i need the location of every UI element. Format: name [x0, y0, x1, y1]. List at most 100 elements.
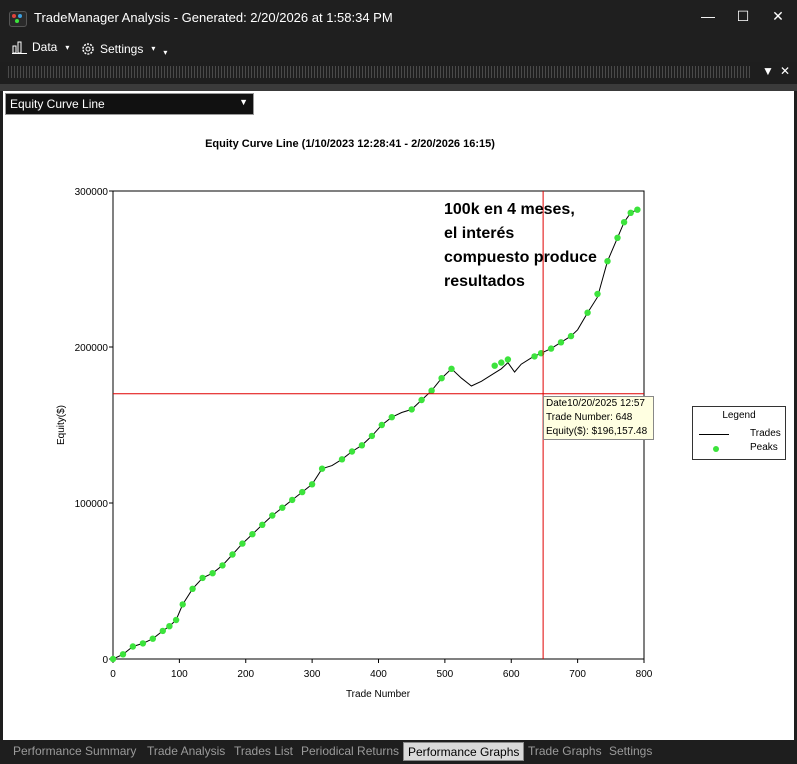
- panel-controls: ▼ ✕: [756, 62, 796, 82]
- x-tick-label: 600: [503, 669, 520, 680]
- panel-close-icon[interactable]: ✕: [780, 64, 791, 78]
- dot-swatch-icon: [713, 446, 719, 452]
- tab-trade-graphs[interactable]: Trade Graphs: [528, 744, 602, 758]
- peak-point: [418, 396, 425, 404]
- peak-point: [199, 574, 206, 582]
- peak-point: [229, 551, 236, 558]
- data-menu-label: Data: [32, 40, 58, 54]
- chevron-down-icon: ▾: [65, 42, 70, 52]
- chart-legend: Legend Trades Peaks: [692, 406, 786, 460]
- peak-point: [498, 359, 505, 366]
- peak-point: [308, 481, 316, 488]
- peak-point: [159, 627, 166, 635]
- peak-point: [279, 504, 286, 511]
- settings-menu-label: Settings: [100, 41, 144, 56]
- legend-item-trades: Trades: [693, 428, 785, 442]
- peak-point: [408, 406, 415, 413]
- legend-item-peaks: Peaks: [693, 442, 785, 456]
- settings-menu-button[interactable]: Settings ▾ ▾: [80, 40, 167, 57]
- close-button[interactable]: ✕: [772, 8, 784, 24]
- peak-point: [620, 219, 628, 226]
- line-swatch-icon: [699, 434, 729, 435]
- x-tick-label: 400: [370, 669, 387, 680]
- chart-ticks: 0 100 200 300 400 500 600 700 800 0 100000 200000 30…: [75, 187, 653, 680]
- tab-trades-list[interactable]: Trades List: [234, 744, 293, 758]
- peak-point: [388, 414, 395, 421]
- panel-grip[interactable]: [6, 66, 750, 78]
- peak-point: [438, 375, 445, 382]
- annotation-line: compuesto produce: [444, 249, 597, 266]
- tab-settings[interactable]: Settings: [609, 744, 653, 758]
- bar-chart-icon: [12, 41, 27, 54]
- chart-series: [109, 206, 641, 663]
- graph-type-select[interactable]: Equity Curve Line ▼: [5, 93, 254, 115]
- peak-point: [531, 353, 538, 360]
- x-tick-label: 100: [171, 669, 188, 680]
- chart-annotation: 100k en 4 meses, el interés compuesto pr…: [444, 198, 634, 294]
- y-tick-label: 0: [102, 655, 108, 666]
- peak-point: [189, 585, 196, 592]
- peak-point: [109, 655, 117, 663]
- tab-trade-analysis[interactable]: Trade Analysis: [147, 744, 226, 758]
- x-axis-label: Trade Number: [346, 689, 411, 700]
- title-bar: TradeManager Analysis - Generated: 2/20/…: [0, 0, 797, 34]
- divider: [0, 84, 797, 91]
- peak-point: [172, 616, 180, 624]
- peak-point: [338, 456, 346, 463]
- peak-point: [209, 570, 216, 577]
- toolbar: Data ▾ Settings ▾ ▾: [0, 34, 797, 62]
- window-title: TradeManager Analysis - Generated: 2/20/…: [34, 10, 393, 25]
- peak-point: [358, 442, 366, 449]
- minimize-button[interactable]: —: [701, 8, 715, 24]
- legend-label: Peaks: [750, 442, 778, 453]
- maximize-button[interactable]: ☐: [736, 8, 750, 24]
- peak-point: [604, 258, 611, 265]
- tab-performance-summary[interactable]: Performance Summary: [13, 744, 137, 758]
- x-tick-label: 200: [237, 669, 254, 680]
- gear-icon: [82, 42, 94, 55]
- peak-point: [584, 309, 591, 316]
- tooltip-trade: Trade Number: 648: [546, 412, 633, 423]
- peak-point: [567, 332, 575, 340]
- peak-point: [219, 562, 226, 569]
- peak-point: [179, 601, 186, 608]
- app-icon: [9, 11, 27, 27]
- peak-point: [368, 432, 376, 440]
- bottom-tabs: Performance Summary Trade Analysis Trade…: [0, 740, 797, 764]
- panel-dropdown-icon[interactable]: ▼: [762, 64, 774, 78]
- peak-point: [119, 651, 127, 658]
- tab-periodical-returns[interactable]: Periodical Returns: [301, 744, 400, 758]
- x-tick-label: 300: [304, 669, 321, 680]
- peak-point: [139, 640, 147, 647]
- peak-point: [378, 421, 385, 429]
- y-tick-label: 200000: [75, 343, 109, 354]
- y-tick-label: 300000: [75, 187, 109, 198]
- x-tick-label: 700: [569, 669, 586, 680]
- peak-point: [428, 387, 435, 394]
- tooltip-date: Date10/20/2025 12:57: [546, 398, 645, 409]
- x-tick-label: 0: [110, 669, 116, 680]
- graph-type-value: Equity Curve Line: [10, 97, 105, 111]
- peak-point: [614, 234, 621, 241]
- y-axis-label: Equity($): [56, 405, 67, 445]
- legend-title: Legend: [722, 410, 756, 421]
- annotation-line: 100k en 4 meses,: [444, 201, 575, 218]
- peak-point: [318, 465, 326, 472]
- peak-point: [249, 531, 256, 538]
- y-tick-label: 100000: [75, 499, 109, 510]
- x-tick-label: 500: [437, 669, 454, 680]
- tab-performance-graphs[interactable]: Performance Graphs: [403, 742, 525, 761]
- annotation-line: el interés: [444, 225, 515, 242]
- peak-point: [149, 635, 156, 642]
- peak-point: [634, 206, 641, 213]
- peak-point: [299, 488, 306, 496]
- peak-point: [166, 623, 173, 630]
- peak-point: [259, 521, 266, 528]
- peak-point: [627, 209, 634, 216]
- peak-point: [348, 448, 356, 455]
- data-menu-button[interactable]: Data ▾: [12, 40, 69, 54]
- overflow-caret-icon[interactable]: ▾: [163, 48, 168, 57]
- peak-point: [239, 540, 246, 547]
- peak-point: [129, 643, 137, 650]
